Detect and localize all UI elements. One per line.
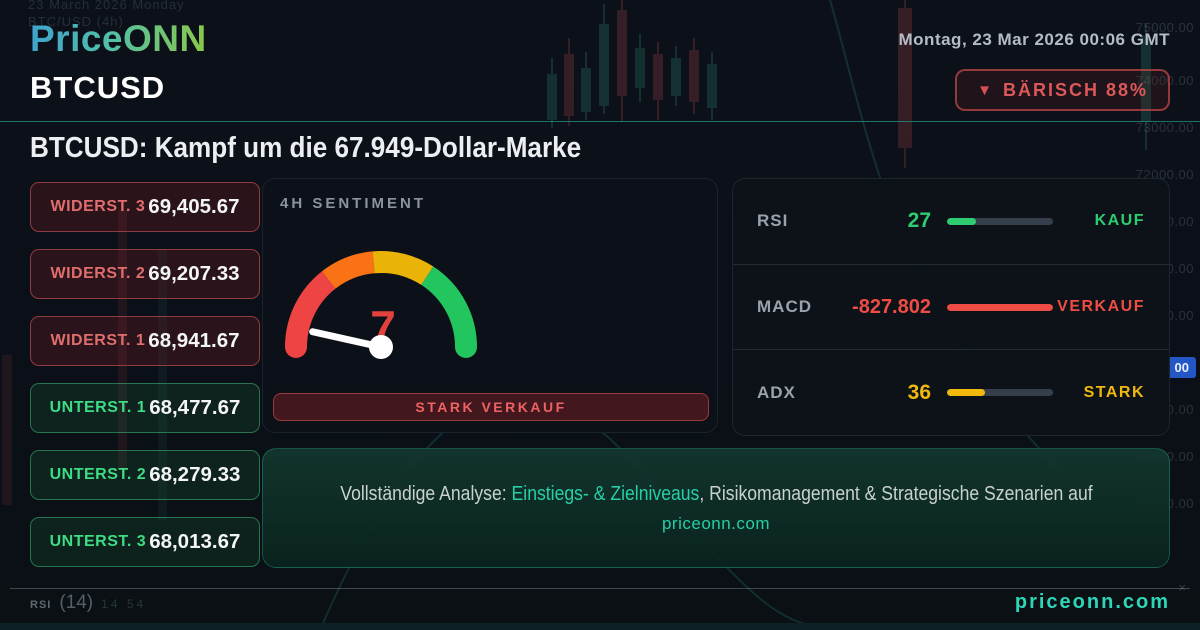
indicators-panel: RSI 27 KAUF MACD -827.802 VERKAUF ADX 36… [732, 178, 1170, 436]
indicator-bar [947, 303, 1053, 311]
analysis-banner: Vollständige Analyse: Einstiegs- & Zieln… [262, 448, 1170, 568]
banner-link-levels[interactable]: Einstiegs- & Zielniveaus [511, 482, 699, 505]
banner-domain-link[interactable]: priceonn.com [661, 513, 771, 533]
axis-price-label: 74000.00 [1135, 73, 1194, 88]
background-chart-caption: 23 March 2026 Monday BTC/USD (4h) [28, 0, 185, 29]
banner-text-prefix: Vollständige Analyse: [339, 482, 512, 505]
down-triangle-icon: ▼ [977, 81, 992, 99]
badge-label: BÄRISCH 88% [1002, 79, 1148, 100]
resistance-level-3: WIDERST. 3 69,405.67 [30, 182, 260, 232]
indicator-name: MACD [757, 297, 812, 316]
indicator-signal: STARK [1083, 383, 1145, 401]
indicator-row-adx: ADX 36 STARK [733, 349, 1169, 435]
indicator-value: -827.802 [852, 295, 931, 318]
axis-price-label: 73000.00 [1135, 120, 1194, 135]
close-icon: × [1178, 580, 1186, 595]
brand-logo: PriceONN [30, 18, 207, 59]
indicator-value: 36 [907, 380, 931, 404]
banner-text-suffix: , Risikomanagement & Strategische Szenar… [698, 482, 1093, 505]
article-headline: BTCUSD: Kampf um die 67.949-Dollar-Marke [30, 132, 582, 164]
axis-price-label: 75000.00 [1135, 20, 1194, 35]
indicator-name: ADX [757, 382, 796, 402]
header-divider [0, 121, 1200, 122]
resistance-level-1: WIDERST. 1 68,941.67 [30, 316, 260, 366]
ticker-symbol: BTCUSD [30, 70, 166, 105]
footer-divider [10, 588, 1190, 589]
bottom-accent-strip [0, 623, 1200, 630]
background-rsi-caption: RSI (14) 14 54 [30, 592, 147, 613]
sentiment-status-label: STARK VERKAUF [415, 399, 567, 415]
current-price-axis-tag: 00 [1167, 357, 1196, 378]
sentiment-gauge: 7 [261, 227, 501, 372]
bearish-badge: ▼ BÄRISCH 88% [955, 69, 1170, 111]
indicator-name: RSI [757, 211, 789, 231]
indicator-bar [947, 217, 1053, 225]
site-link[interactable]: priceonn.com [1014, 591, 1170, 613]
sentiment-title: 4H SENTIMENT [280, 195, 427, 212]
indicator-bar [947, 389, 1053, 397]
support-level-1: UNTERST. 1 68,477.67 [30, 383, 260, 433]
timestamp: Montag, 23 Mar 2026 00:06 GMT [898, 30, 1170, 49]
support-level-3: UNTERST. 3 68,013.67 [30, 517, 260, 567]
support-level-2: UNTERST. 2 68,279.33 [30, 450, 260, 500]
indicator-row-rsi: RSI 27 KAUF [733, 179, 1169, 264]
indicator-signal: KAUF [1094, 212, 1145, 230]
indicator-value: 27 [907, 209, 931, 233]
indicator-row-macd: MACD -827.802 VERKAUF [733, 263, 1169, 350]
sentiment-status-pill: STARK VERKAUF [273, 393, 709, 421]
sentiment-panel: 4H SENTIMENT 7 STARK VERKAUF [262, 178, 718, 433]
resistance-level-2: WIDERST. 2 69,207.33 [30, 249, 260, 299]
indicator-signal: VERKAUF [1057, 298, 1145, 315]
